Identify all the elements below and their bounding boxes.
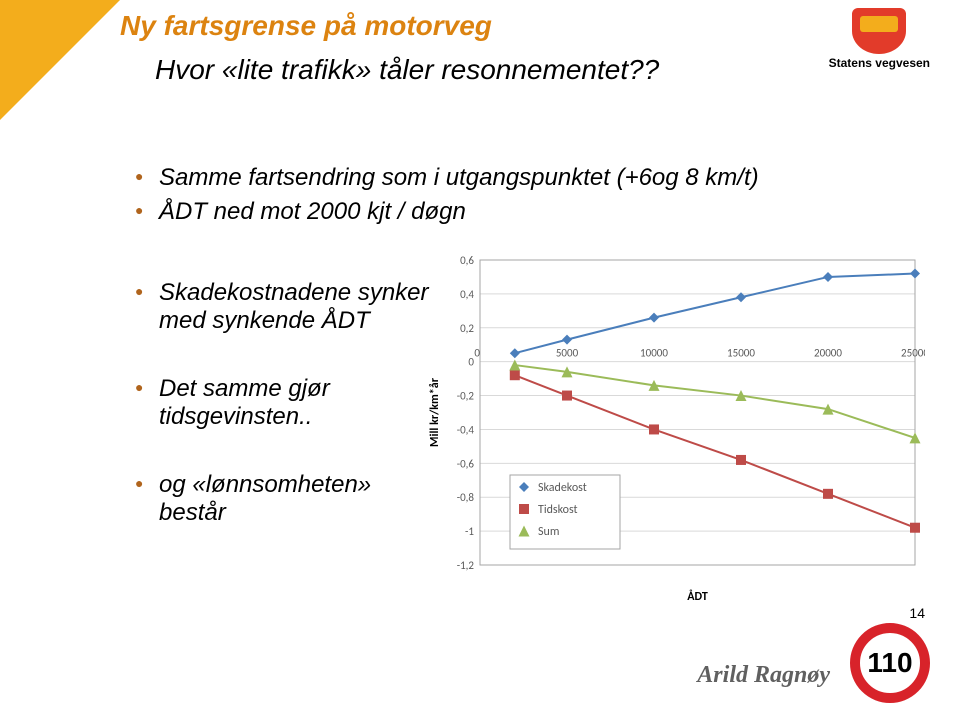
svg-text:-0,2: -0,2 [457, 390, 475, 403]
slide-title-line1: Ny fartsgrense på motorveg [120, 10, 492, 42]
shield-icon [852, 8, 906, 54]
svg-text:20000: 20000 [814, 347, 842, 360]
svg-text:15000: 15000 [727, 347, 755, 360]
svg-text:-0,6: -0,6 [457, 457, 475, 470]
slide: Ny fartsgrense på motorveg Hvor «lite tr… [0, 0, 960, 711]
svg-text:-0,8: -0,8 [457, 491, 475, 504]
corner-accent [0, 0, 120, 120]
bullet-item: og «lønnsomheten» består [135, 471, 435, 527]
chart-svg: 0 5000 10000 15000 20000 25000 -1,2 -1 -0,8 -0,6 -… [420, 250, 925, 610]
bullet-item: ÅDT ned mot 2000 kjt / døgn [135, 198, 759, 226]
svg-text:-0,4: -0,4 [457, 423, 475, 436]
svg-text:-1,2: -1,2 [457, 559, 475, 572]
svg-text:5000: 5000 [556, 347, 579, 360]
chart: 0 5000 10000 15000 20000 25000 -1,2 -1 -0,8 -0,6 -… [420, 250, 925, 610]
bullet-item: Skadekostnadene synker med synkende ÅDT [135, 279, 435, 335]
logo-caption: Statens vegvesen [829, 56, 930, 70]
svg-text:0,4: 0,4 [460, 288, 474, 301]
svg-text:Mill kr/km*år: Mill kr/km*år [428, 377, 442, 447]
svg-text:25000: 25000 [901, 347, 925, 360]
page-number: 14 [909, 605, 925, 621]
svg-text:0,2: 0,2 [460, 322, 474, 335]
bullet-list-top: Samme fartsendring som i utgangspunktet … [95, 164, 759, 232]
svg-text:ÅDT: ÅDT [687, 589, 708, 604]
svg-text:10000: 10000 [640, 347, 668, 360]
svg-text:Sum: Sum [538, 525, 559, 539]
svg-text:0,6: 0,6 [460, 254, 474, 267]
speed-limit-badge: 110 [850, 623, 930, 703]
svg-text:-1: -1 [465, 525, 474, 538]
svg-text:Skadekost: Skadekost [538, 481, 587, 495]
author-name: Arild Ragnøy [697, 662, 830, 689]
svg-text:Tidskost: Tidskost [538, 503, 578, 517]
bullet-item: Samme fartsendring som i utgangspunktet … [135, 164, 759, 192]
svg-text:0: 0 [468, 356, 474, 369]
bullet-list-left: Skadekostnadene synker med synkende ÅDT D… [95, 279, 435, 533]
svg-text:0: 0 [474, 347, 480, 360]
slide-title-line2: Hvor «lite trafikk» tåler resonnementet?… [155, 54, 659, 86]
bullet-item: Det samme gjør tidsgevinsten.. [135, 375, 435, 431]
vegvesen-logo: Statens vegvesen [829, 8, 930, 70]
